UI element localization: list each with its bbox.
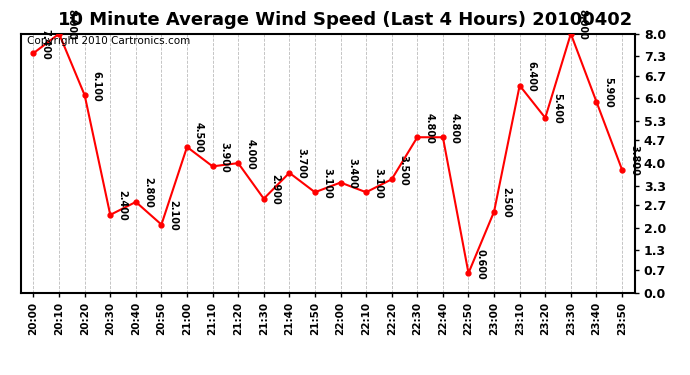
Text: 7.400: 7.400 — [41, 28, 50, 59]
Text: 6.100: 6.100 — [92, 70, 101, 101]
Text: 4.800: 4.800 — [450, 112, 460, 143]
Text: 4.500: 4.500 — [194, 122, 204, 153]
Text: 6.400: 6.400 — [526, 61, 537, 92]
Text: 3.500: 3.500 — [399, 155, 408, 186]
Text: 8.000: 8.000 — [66, 9, 76, 40]
Text: 3.900: 3.900 — [219, 142, 230, 172]
Text: 3.700: 3.700 — [296, 148, 306, 179]
Text: 3.400: 3.400 — [348, 158, 357, 189]
Text: 2.800: 2.800 — [143, 177, 152, 208]
Text: 2.500: 2.500 — [501, 187, 511, 218]
Text: 4.000: 4.000 — [245, 138, 255, 169]
Text: 10 Minute Average Wind Speed (Last 4 Hours) 20100402: 10 Minute Average Wind Speed (Last 4 Hou… — [58, 11, 632, 29]
Text: 2.100: 2.100 — [168, 200, 179, 231]
Text: 5.900: 5.900 — [603, 77, 613, 108]
Text: 2.400: 2.400 — [117, 190, 127, 221]
Text: 3.100: 3.100 — [322, 168, 332, 198]
Text: 2.900: 2.900 — [270, 174, 281, 205]
Text: 8.000: 8.000 — [578, 9, 588, 40]
Text: Copyright 2010 Cartronics.com: Copyright 2010 Cartronics.com — [27, 36, 190, 46]
Text: 3.800: 3.800 — [629, 145, 639, 176]
Text: 5.400: 5.400 — [552, 93, 562, 124]
Text: 0.600: 0.600 — [475, 249, 486, 279]
Text: 4.800: 4.800 — [424, 112, 434, 143]
Text: 3.100: 3.100 — [373, 168, 383, 198]
